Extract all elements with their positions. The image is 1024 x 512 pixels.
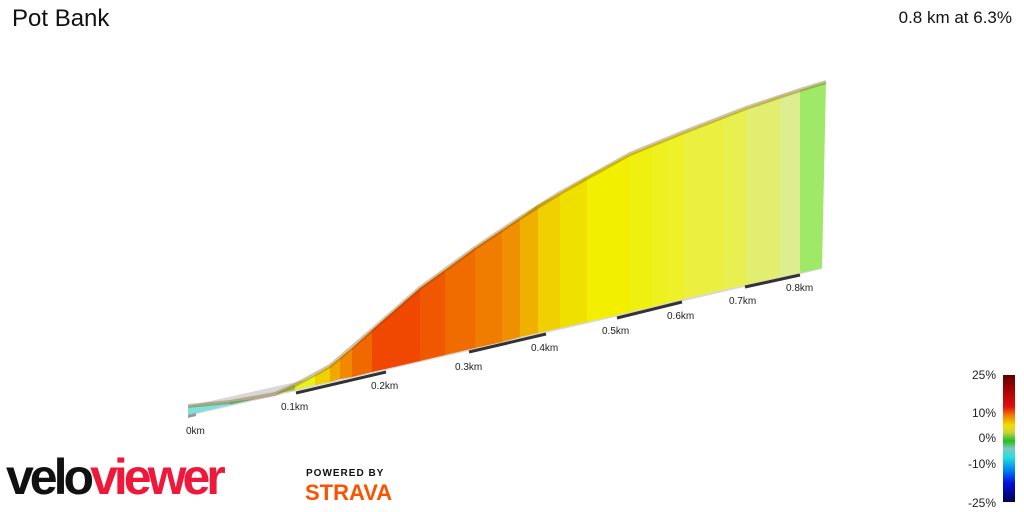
legend-label: 0% xyxy=(978,431,996,445)
distance-marker: 0.3km xyxy=(455,362,483,373)
strava-logo: STRAVA xyxy=(305,480,393,505)
distance-marker: 0km xyxy=(186,426,205,437)
legend-label: -25% xyxy=(967,496,996,510)
legend-label: 10% xyxy=(971,406,996,420)
distance-marker: 0.6km xyxy=(667,311,695,322)
segment-title: Pot Bank xyxy=(12,5,110,32)
veloviewer-logo: veloviewer xyxy=(6,449,226,505)
distance-marker: 0.2km xyxy=(371,381,399,392)
legend-label: -10% xyxy=(967,457,996,471)
powered-by-label: POWERED BY xyxy=(306,468,385,479)
legend-label: 25% xyxy=(971,368,996,382)
distance-marker: 0.5km xyxy=(602,326,630,337)
distance-marker: 0.7km xyxy=(729,296,757,307)
distance-marker: 0.1km xyxy=(281,402,309,413)
distance-marker: 0.8km xyxy=(786,283,814,294)
segment-summary: 0.8 km at 6.3% xyxy=(898,8,1012,27)
gradient-color-scale xyxy=(1003,375,1015,502)
distance-marker: 0.4km xyxy=(531,343,559,354)
